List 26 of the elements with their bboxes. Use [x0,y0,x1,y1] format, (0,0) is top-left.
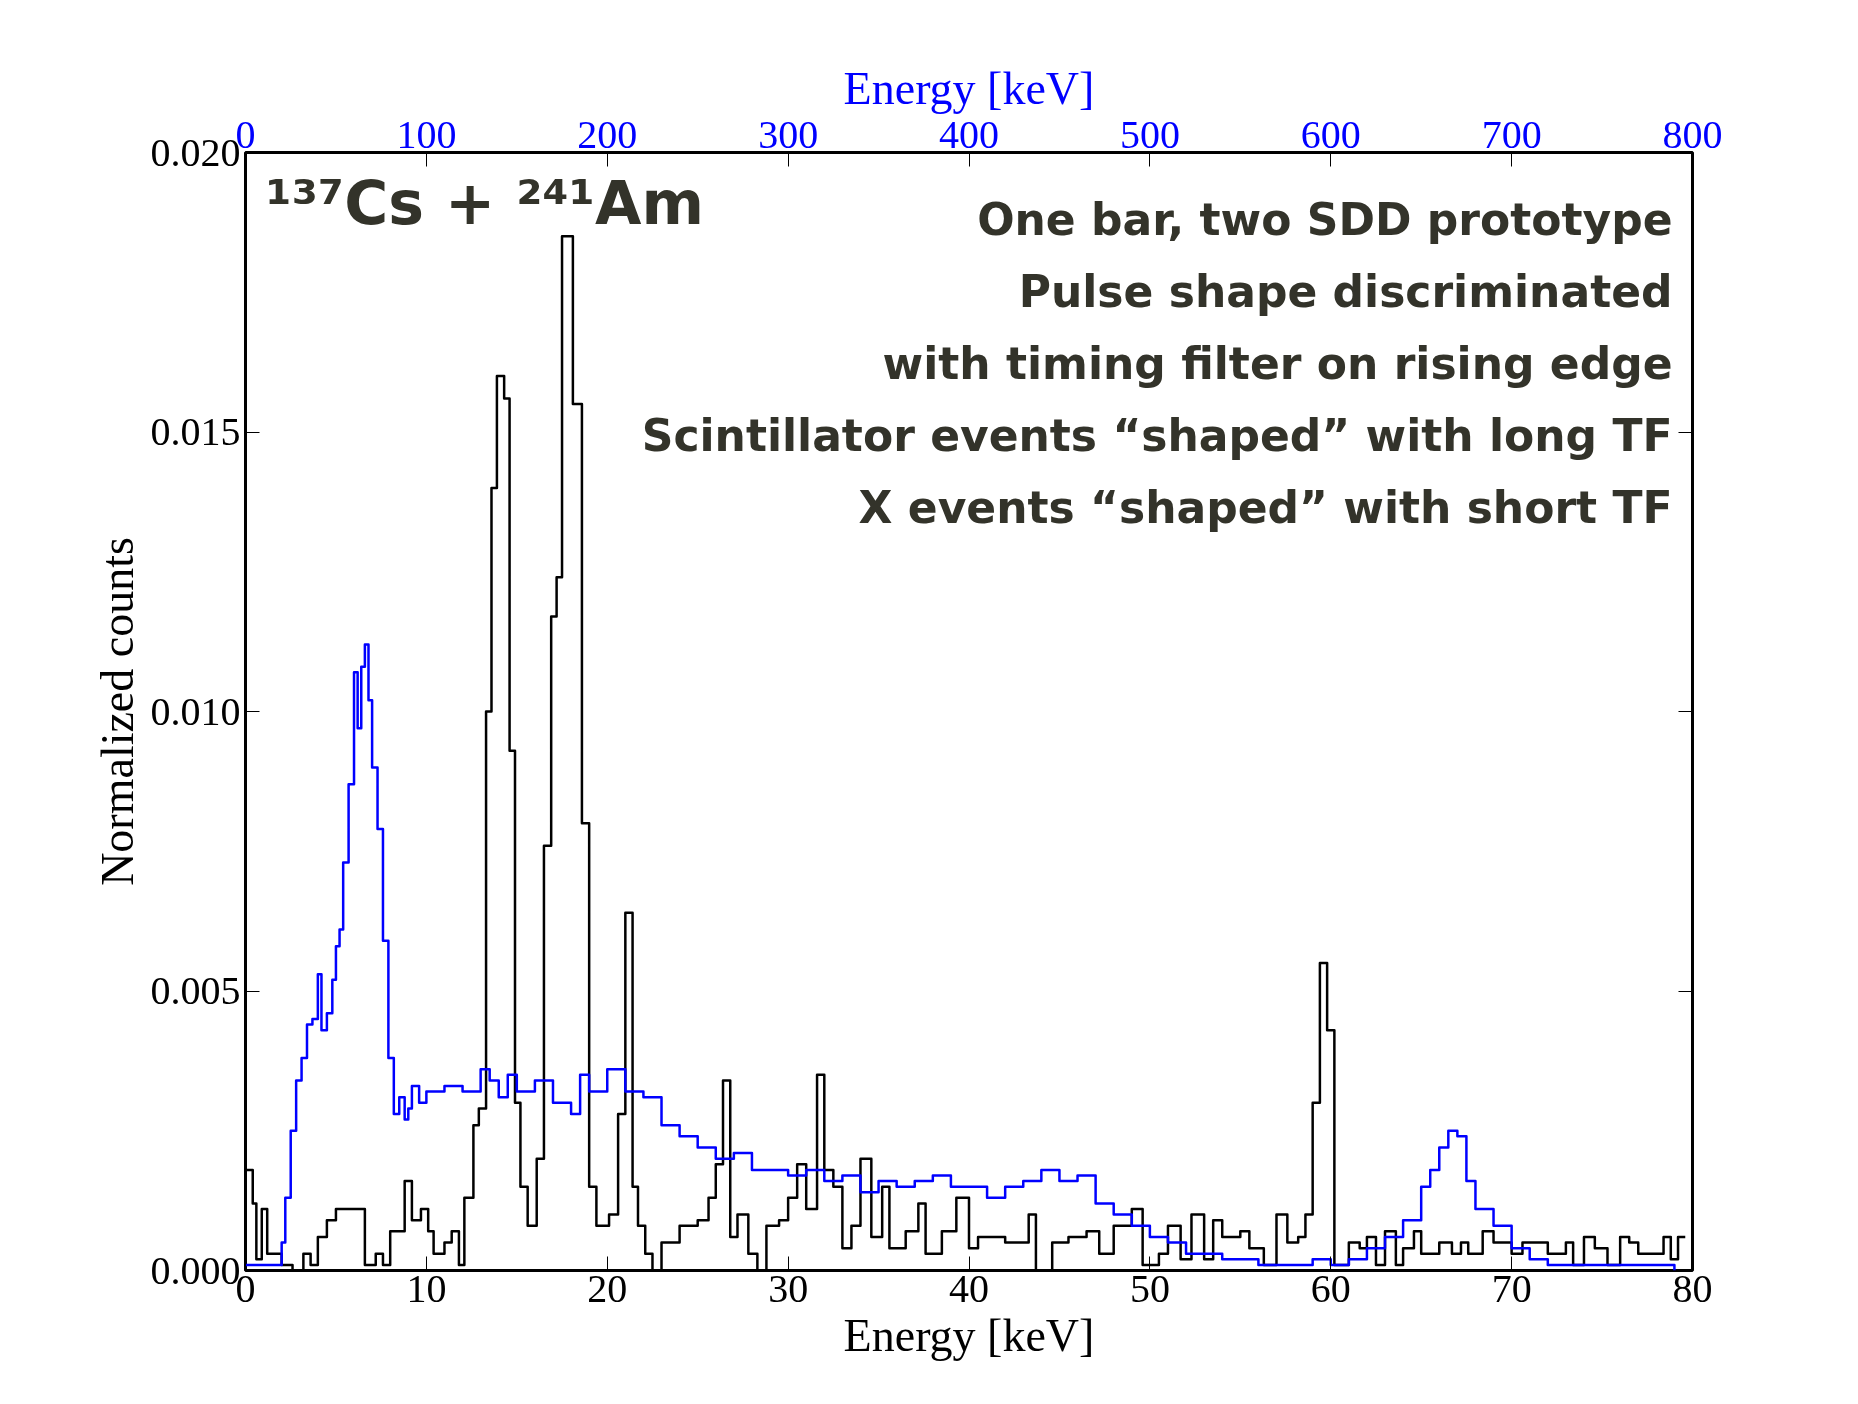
x2-tick-label: 700 [1481,111,1542,157]
x-axis-title: Energy [keV] [843,1309,1095,1361]
x-tick-label: 40 [949,1265,989,1311]
x-tick-label: 20 [587,1265,628,1311]
x2-tick-label: 800 [1662,111,1723,157]
y-tick-label: 0.015 [150,409,241,454]
x-tick-label: 30 [768,1265,809,1311]
x-tick-label: 60 [1310,1265,1351,1311]
y-tick-label: 0.010 [150,688,241,734]
annotation: One bar, two SDD prototype [977,193,1673,245]
x-tick-label: 80 [1672,1265,1713,1311]
x2-tick-label: 100 [396,111,457,157]
annotation: Pulse shape discriminated [1018,265,1673,317]
x-tick-label: 70 [1491,1265,1532,1311]
annotation: ¹³⁷Cs + ²⁴¹Am [265,167,704,238]
x2-tick-label: 600 [1300,111,1361,157]
y-axis-title: Normalized counts [91,537,143,886]
annotation: with timing filter on rising edge [882,337,1673,389]
annotation: Scintillator events “shaped” with long TF [641,409,1673,461]
x-tick-label: 50 [1129,1265,1170,1311]
x2-tick-label: 300 [758,111,819,157]
x2-tick-label: 200 [577,111,638,157]
y-tick-label: 0.005 [150,968,241,1013]
x-tick-label: 10 [406,1265,447,1311]
annotation: X events “shaped” with short TF [858,481,1673,533]
x2-tick-label: 500 [1119,111,1180,157]
